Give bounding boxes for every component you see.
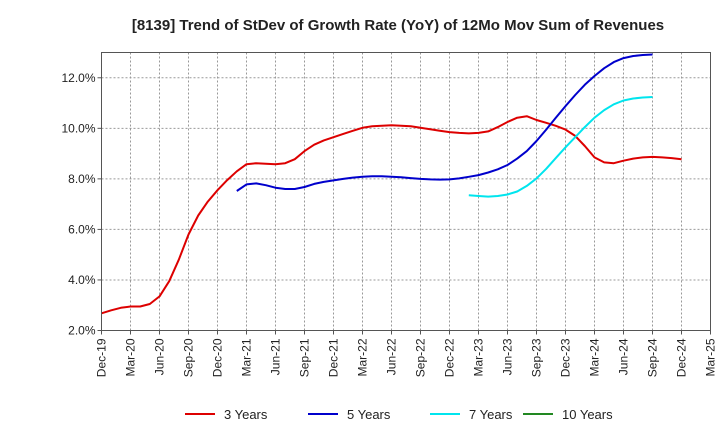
y-tick-label: 12.0%: [61, 71, 95, 85]
x-tick-label: Sep-24: [646, 338, 660, 377]
x-tick-label: Mar-25: [704, 338, 718, 376]
plot-border: [101, 52, 711, 331]
x-tick-label: Sep-23: [530, 338, 544, 377]
y-tick-label: 6.0%: [68, 222, 96, 236]
x-tick-label: Mar-22: [356, 338, 370, 376]
x-tick-label: Jun-23: [501, 338, 515, 375]
series-line-3-years: [101, 115, 682, 315]
x-tick-label: Mar-24: [588, 338, 602, 376]
legend-label-3-years: 3 Years: [224, 407, 268, 422]
x-tick-label: Dec-24: [675, 338, 689, 377]
chart-title: [8139] Trend of StDev of Growth Rate (Yo…: [132, 17, 664, 34]
x-tick-label: Mar-23: [472, 338, 486, 376]
y-axis: 2.0% 4.0% 6.0% 8.0% 10.0% 12.0%: [61, 71, 102, 338]
x-tick-label: Dec-22: [443, 338, 457, 377]
x-tick-label: Dec-23: [559, 338, 573, 377]
y-tick-label: 4.0%: [68, 273, 96, 287]
x-tick-label: Mar-21: [240, 338, 254, 376]
x-tick-label: Dec-19: [95, 338, 109, 377]
x-tick-label: Jun-22: [385, 338, 399, 375]
x-tick-label: Jun-20: [153, 338, 167, 375]
x-tick-label: Sep-22: [414, 338, 428, 377]
x-tick-label: Jun-24: [617, 338, 631, 375]
legend-label-5-years: 5 Years: [347, 407, 391, 422]
legend: 3 Years 5 Years 7 Years 10 Years: [185, 407, 613, 422]
x-tick-label: Sep-21: [298, 338, 312, 377]
legend-label-10-years: 10 Years: [562, 407, 613, 422]
y-tick-label: 2.0%: [68, 324, 96, 338]
x-axis: Dec-19 Mar-20 Jun-20 Sep-20 Dec-20 Mar-21 Jun-…: [95, 330, 718, 377]
x-tick-label: Dec-21: [327, 338, 341, 377]
legend-label-7-years: 7 Years: [469, 407, 513, 422]
x-tick-label: Sep-20: [182, 338, 196, 377]
series-line-5-years: [236, 53, 653, 192]
x-tick-label: Jun-21: [269, 338, 283, 375]
y-tick-label: 10.0%: [61, 121, 95, 135]
y-tick-label: 8.0%: [68, 172, 96, 186]
plot-area: [101, 52, 711, 331]
x-tick-label: Mar-20: [124, 338, 138, 376]
series-layer: [101, 53, 682, 315]
x-tick-label: Dec-20: [211, 338, 225, 377]
series-line-7-years: [468, 96, 653, 198]
